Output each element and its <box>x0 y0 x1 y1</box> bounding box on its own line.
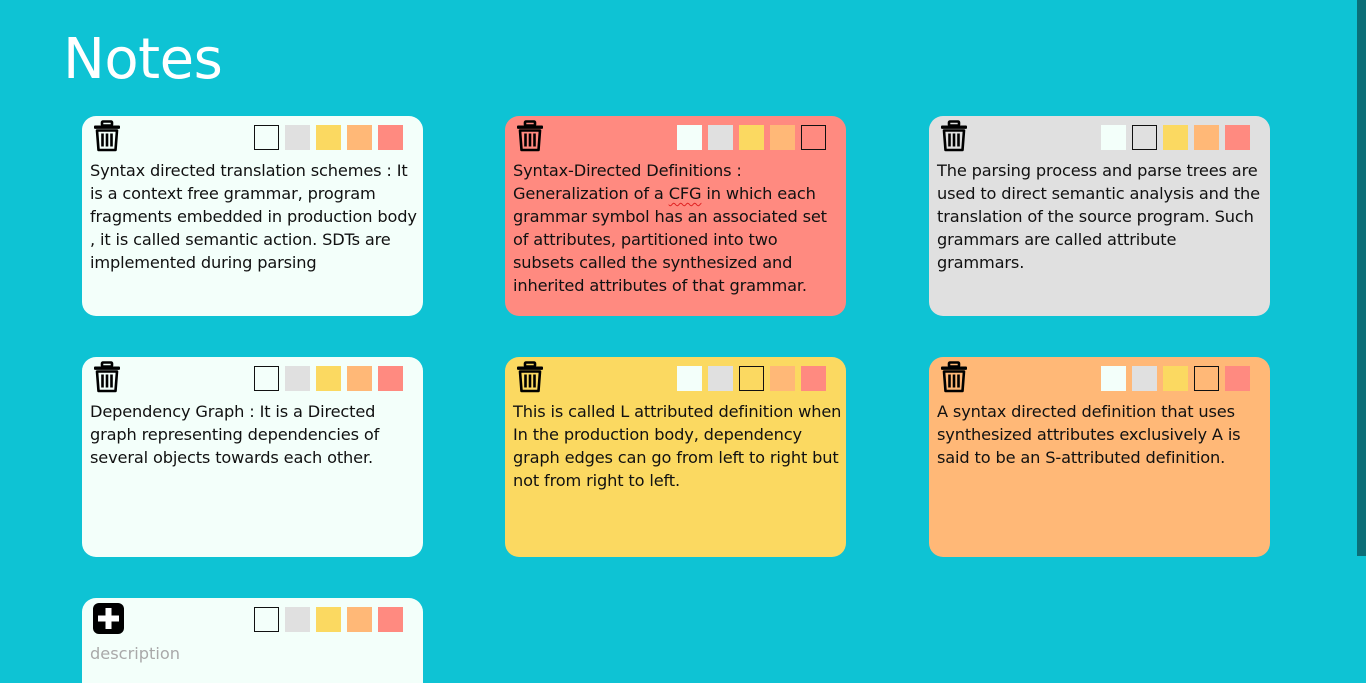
swatch-yellow[interactable] <box>1163 366 1188 391</box>
swatch-white[interactable] <box>1101 125 1126 150</box>
swatch-white[interactable] <box>677 125 702 150</box>
swatch-red[interactable] <box>1225 366 1250 391</box>
color-picker <box>677 125 826 150</box>
color-picker <box>677 366 826 391</box>
swatch-yellow[interactable] <box>316 125 341 150</box>
note-text[interactable]: This is called L attributed definition w… <box>513 402 842 490</box>
note-toolbar <box>929 116 1270 160</box>
swatch-red[interactable] <box>378 366 403 391</box>
add-note-button[interactable] <box>93 603 124 634</box>
swatch-grey[interactable] <box>1132 125 1157 150</box>
trash-icon[interactable] <box>939 361 971 395</box>
color-picker <box>254 366 403 391</box>
swatch-orange[interactable] <box>770 366 795 391</box>
description-input[interactable] <box>90 640 410 666</box>
color-picker <box>254 125 403 150</box>
note-toolbar <box>929 357 1270 401</box>
swatch-grey[interactable] <box>1132 366 1157 391</box>
page-title: Notes <box>63 27 223 92</box>
note-text-part: Syntax-Directed Definitions : Generaliza… <box>513 161 742 203</box>
note-text-part: in which each grammar symbol has an asso… <box>513 184 827 295</box>
swatch-yellow[interactable] <box>739 366 764 391</box>
note-text[interactable]: The parsing process and parse trees are … <box>937 161 1260 272</box>
swatch-yellow[interactable] <box>739 125 764 150</box>
swatch-grey[interactable] <box>285 125 310 150</box>
swatch-red[interactable] <box>1225 125 1250 150</box>
new-note-card <box>82 598 423 683</box>
trash-icon[interactable] <box>92 120 124 154</box>
scrollbar[interactable] <box>1357 0 1366 556</box>
trash-icon[interactable] <box>515 120 547 154</box>
swatch-yellow[interactable] <box>1163 125 1188 150</box>
swatch-white[interactable] <box>1101 366 1126 391</box>
swatch-white[interactable] <box>677 366 702 391</box>
note-card: The parsing process and parse trees are … <box>929 116 1270 316</box>
swatch-red[interactable] <box>378 607 403 632</box>
note-text[interactable]: Syntax-Directed Definitions : Generaliza… <box>513 159 843 297</box>
note-card: Syntax directed translation schemes : It… <box>82 116 423 316</box>
note-toolbar <box>82 357 423 401</box>
swatch-red[interactable] <box>801 366 826 391</box>
swatch-red[interactable] <box>378 125 403 150</box>
note-card: A syntax directed definition that uses s… <box>929 357 1270 557</box>
swatch-yellow[interactable] <box>316 366 341 391</box>
swatch-orange[interactable] <box>1194 125 1219 150</box>
plus-icon <box>93 603 124 634</box>
note-toolbar <box>505 116 846 160</box>
trash-icon[interactable] <box>515 361 547 395</box>
swatch-red[interactable] <box>801 125 826 150</box>
note-card: Syntax-Directed Definitions : Generaliza… <box>505 116 846 316</box>
note-toolbar <box>82 598 423 642</box>
swatch-orange[interactable] <box>347 607 372 632</box>
trash-icon[interactable] <box>939 120 971 154</box>
swatch-grey[interactable] <box>285 607 310 632</box>
swatch-white[interactable] <box>254 125 279 150</box>
misspelled-word: CFG <box>668 184 702 203</box>
swatch-grey[interactable] <box>285 366 310 391</box>
swatch-white[interactable] <box>254 607 279 632</box>
note-text[interactable]: Syntax directed translation schemes : It… <box>90 161 417 272</box>
trash-icon[interactable] <box>92 361 124 395</box>
swatch-grey[interactable] <box>708 366 733 391</box>
note-toolbar <box>505 357 846 401</box>
note-text[interactable]: Dependency Graph : It is a Directed grap… <box>90 402 380 467</box>
note-card: Dependency Graph : It is a Directed grap… <box>82 357 423 557</box>
swatch-yellow[interactable] <box>316 607 341 632</box>
swatch-orange[interactable] <box>347 125 372 150</box>
note-text[interactable]: A syntax directed definition that uses s… <box>937 402 1241 467</box>
swatch-orange[interactable] <box>770 125 795 150</box>
swatch-white[interactable] <box>254 366 279 391</box>
note-card: This is called L attributed definition w… <box>505 357 846 557</box>
swatch-grey[interactable] <box>708 125 733 150</box>
swatch-orange[interactable] <box>1194 366 1219 391</box>
color-picker <box>1101 366 1250 391</box>
color-picker <box>254 607 403 632</box>
color-picker <box>1101 125 1250 150</box>
note-toolbar <box>82 116 423 160</box>
swatch-orange[interactable] <box>347 366 372 391</box>
